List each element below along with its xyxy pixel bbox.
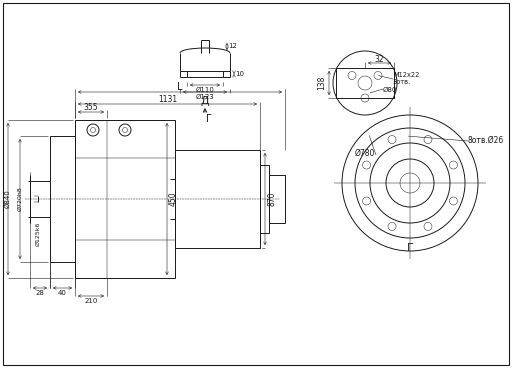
Bar [75, 120, 175, 278]
Text: 10: 10 [236, 71, 245, 77]
Text: Д: Д [201, 96, 209, 106]
Text: 1131: 1131 [158, 95, 177, 103]
Text: 138: 138 [317, 76, 327, 90]
Text: Г: Г [206, 114, 212, 124]
Text: M12x22: M12x22 [393, 72, 419, 78]
Text: Ø123: Ø123 [196, 94, 215, 100]
Text: Ø80: Ø80 [383, 87, 397, 93]
Text: Ø110: Ø110 [196, 87, 215, 93]
Text: Ø125k6: Ø125k6 [35, 222, 40, 246]
Text: 12: 12 [228, 43, 238, 50]
Text: Ø720h8: Ø720h8 [17, 187, 23, 211]
Text: 40: 40 [58, 290, 67, 296]
Text: 870: 870 [267, 192, 276, 206]
Text: 32: 32 [375, 56, 385, 64]
Bar [269, 175, 285, 223]
Text: L: L [177, 82, 183, 92]
Text: 210: 210 [84, 298, 98, 304]
Bar [175, 150, 260, 248]
Bar [336, 68, 394, 98]
Text: 3отв.: 3отв. [393, 79, 411, 85]
Text: 8отв.Ø26: 8отв.Ø26 [468, 135, 504, 145]
Text: 28: 28 [35, 290, 45, 296]
Text: 450: 450 [168, 192, 178, 206]
Text: 355: 355 [83, 103, 98, 112]
Bar [260, 165, 269, 233]
Text: Г: Г [407, 243, 413, 253]
Text: Ø840: Ø840 [5, 190, 11, 208]
Text: Ø780: Ø780 [355, 149, 375, 158]
Bar [50, 136, 75, 262]
